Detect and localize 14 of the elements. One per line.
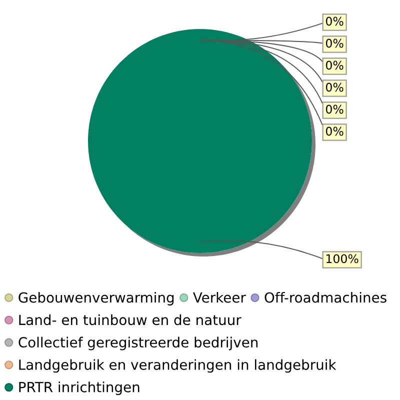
text: 0% (326, 126, 344, 136)
legend-label: Gebouwenverwarming (18, 292, 174, 306)
text: 0% (326, 82, 344, 92)
text: 0% (326, 16, 344, 26)
legend-label: Land- en tuinbouw en de natuur (19, 314, 242, 326)
text: 0% (326, 104, 344, 114)
text: 0% (326, 60, 344, 70)
legend-label: Collectief geregistreerde bedrijven (18, 336, 258, 350)
legend-label: Landgebruik en veranderingen in landgebruik (19, 359, 336, 373)
legend-label: Verkeer (193, 292, 246, 303)
text: 0% (326, 38, 344, 48)
data-label: 100% (326, 254, 358, 264)
legend-label: PRTR inrichtingen (19, 382, 140, 396)
legend-label: Off-roadmachines (264, 292, 386, 303)
